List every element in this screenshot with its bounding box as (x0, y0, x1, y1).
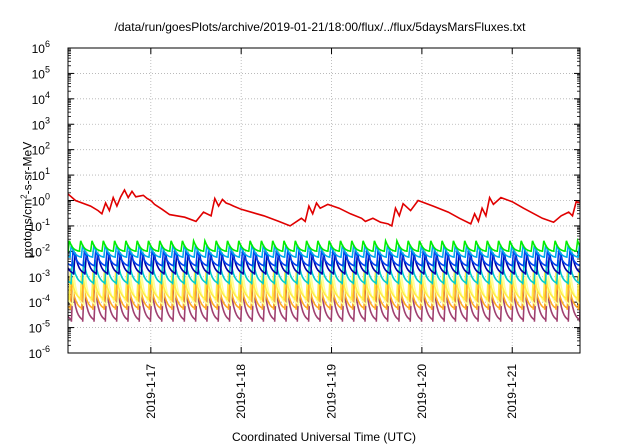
plot-frame (67, 47, 581, 354)
x-tick-label: 2019-1-18 (234, 364, 248, 419)
series-line (68, 259, 580, 285)
series-line (68, 237, 580, 253)
series-line (68, 270, 580, 301)
y-tick-label: 105 (32, 64, 50, 81)
x-tick-label: 2019-1-21 (505, 364, 519, 419)
x-tick-label: 2019-1-20 (415, 364, 429, 419)
y-tick-label: 10-1 (29, 217, 50, 234)
y-tick-label: 100 (32, 192, 50, 209)
y-tick-label: 10-3 (29, 268, 50, 285)
y-tick-label: 10-6 (29, 344, 50, 361)
y-tick-label: 10-2 (29, 242, 50, 259)
series-line (68, 280, 580, 310)
series-line (68, 252, 580, 275)
series-line (68, 244, 580, 258)
x-axis-label: Coordinated Universal Time (UTC) (231, 430, 417, 444)
y-tick-label: 104 (32, 90, 50, 107)
y-tick-label: 10-4 (29, 293, 50, 310)
chart-title: /data/run/goesPlots/archive/2019-01-21/1… (114, 20, 526, 34)
y-tick-label: 102 (32, 141, 50, 158)
y-tick-label: 106 (32, 39, 50, 56)
y-tick-label: 101 (32, 166, 50, 183)
series-line (68, 188, 580, 228)
series-line (68, 288, 580, 322)
x-tick-label: 2019-1-17 (144, 364, 158, 419)
series-line (68, 249, 580, 267)
x-tick-label: 2019-1-19 (325, 364, 339, 419)
y-tick-label: 103 (32, 115, 50, 132)
y-tick-label: 10-5 (29, 319, 50, 336)
y-axis-label: protons/cm2-s-sr-MeV (19, 141, 35, 259)
